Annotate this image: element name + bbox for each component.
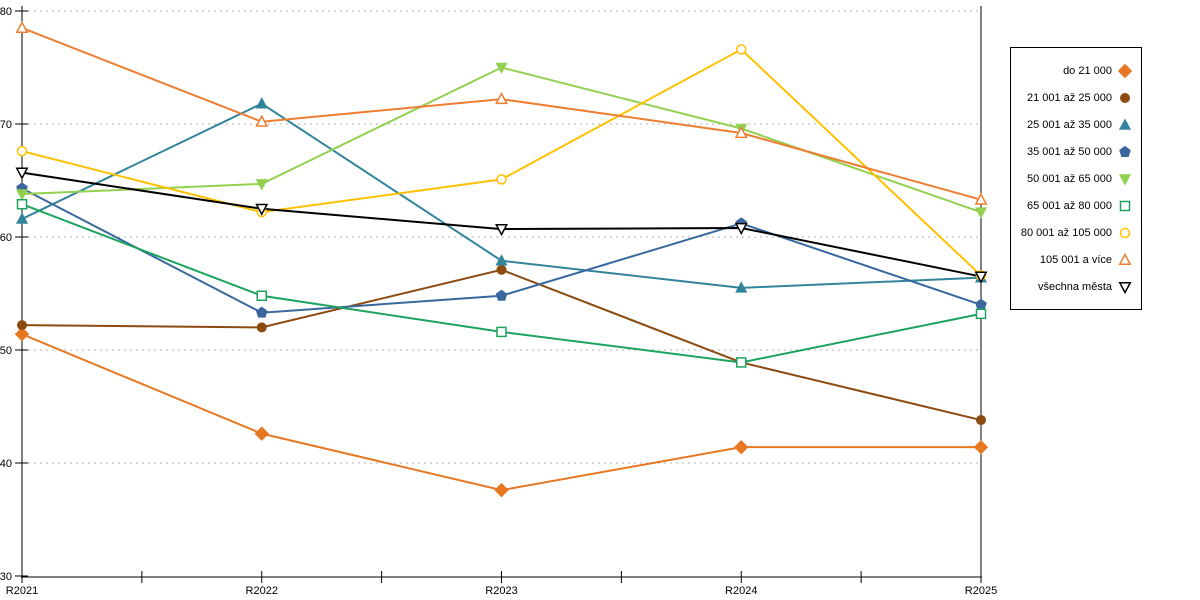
legend-label: 21 001 až 25 000: [1026, 91, 1112, 104]
pentagon-marker-icon: [1119, 145, 1131, 157]
legend-label: 35 001 až 50 000: [1026, 145, 1112, 158]
triangle-up-marker-icon: [1118, 117, 1132, 130]
svg-text:60: 60: [0, 232, 12, 244]
legend: do 21 000 21 001 až 25 000 25 001 až 35 …: [1010, 47, 1142, 310]
circle-marker-icon: [1119, 92, 1131, 103]
legend-label: 105 001 a více: [1039, 253, 1112, 266]
svg-text:R2023: R2023: [485, 585, 517, 597]
svg-text:70: 70: [0, 119, 12, 131]
legend-item[interactable]: 65 001 až 80 000: [1019, 192, 1133, 219]
legend-item[interactable]: všechna města: [1019, 273, 1133, 300]
legend-item[interactable]: do 21 000: [1019, 57, 1133, 84]
svg-text:50: 50: [0, 345, 12, 357]
legend-item[interactable]: 35 001 až 50 000: [1019, 138, 1133, 165]
legend-item[interactable]: 50 001 až 65 000: [1019, 165, 1133, 192]
svg-text:R2022: R2022: [246, 585, 278, 597]
legend-item[interactable]: 105 001 a více: [1019, 246, 1133, 273]
triangle-down-open-marker-icon: [1118, 281, 1132, 294]
svg-text:R2025: R2025: [965, 585, 997, 597]
svg-text:30: 30: [0, 571, 12, 583]
diamond-marker-icon: [1117, 63, 1133, 78]
legend-item[interactable]: 25 001 až 35 000: [1019, 111, 1133, 138]
svg-text:40: 40: [0, 458, 12, 470]
svg-text:R2021: R2021: [6, 585, 38, 597]
legend-label: všechna města: [1038, 280, 1112, 293]
circle-open-marker-icon: [1119, 227, 1131, 238]
legend-label: 65 001 až 80 000: [1026, 199, 1112, 212]
triangle-down-marker-icon: [1118, 173, 1132, 186]
square-open-marker-icon: [1119, 200, 1131, 211]
legend-item[interactable]: 80 001 až 105 000: [1019, 219, 1133, 246]
triangle-up-open-marker-icon: [1118, 252, 1132, 265]
svg-text:80: 80: [0, 6, 12, 18]
svg-text:R2024: R2024: [725, 585, 757, 597]
legend-item[interactable]: 21 001 až 25 000: [1019, 84, 1133, 111]
legend-label: 50 001 až 65 000: [1026, 172, 1112, 185]
legend-label: do 21 000: [1063, 64, 1112, 77]
legend-label: 25 001 až 35 000: [1026, 118, 1112, 131]
legend-label: 80 001 až 105 000: [1020, 226, 1112, 239]
